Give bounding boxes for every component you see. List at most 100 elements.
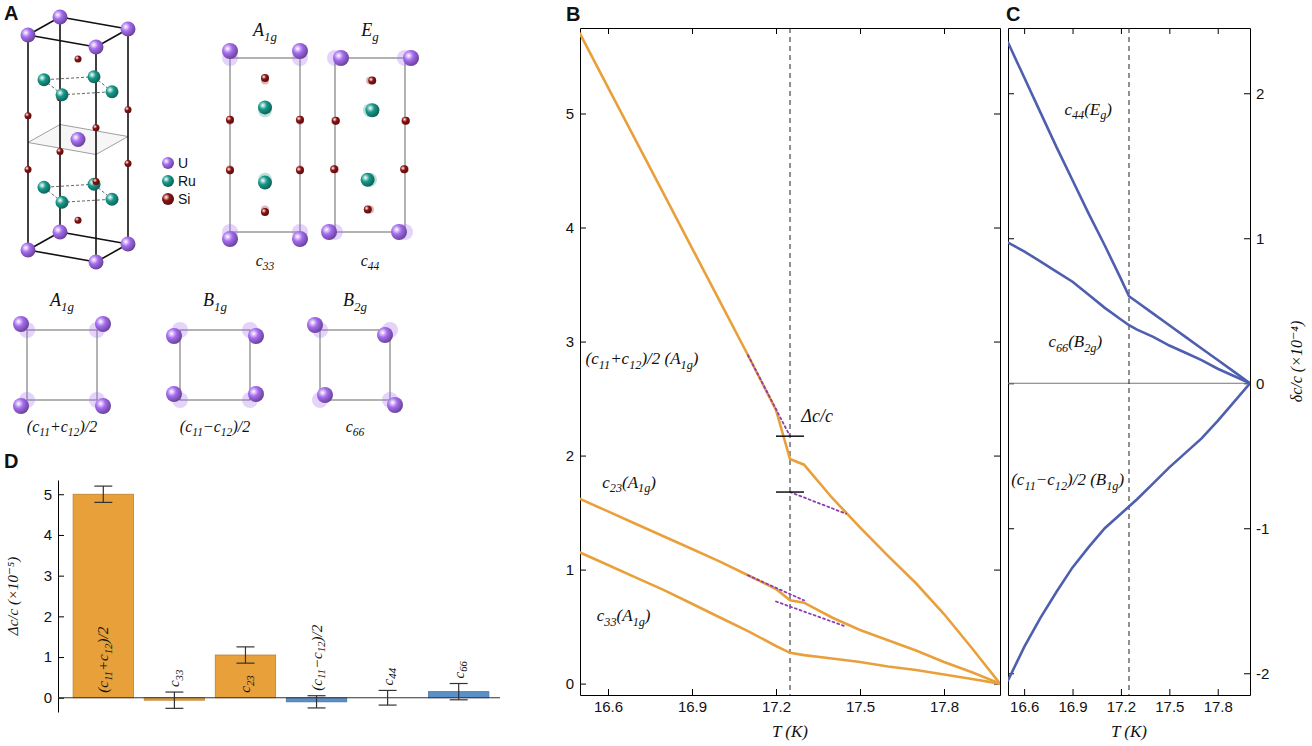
text-run: (E [1084,100,1101,119]
panel-letter: C [1006,3,1020,25]
error-bar [94,486,112,502]
tick [944,28,945,34]
figure: AURuSiA1gc33Egc44A1g(c11+c12)/2B1g(c11−c… [0,0,1312,746]
tick-mark [580,456,586,457]
mode-constant: (c11+c12)/2 [27,418,97,438]
tick-mark [1024,689,1025,695]
x-axis-title: T (K) [1111,722,1147,741]
tick [994,228,1000,229]
text-run: −c [1036,470,1055,489]
cell-edge [60,232,128,244]
tick: 2 [566,447,586,464]
subscript: 11 [102,671,114,681]
atom-ghost [331,117,339,125]
tick-label: 17.2 [1107,698,1136,715]
text-run: ) [1105,100,1112,119]
subscript: 2g [354,299,367,314]
atom [13,316,29,332]
atom [56,196,69,209]
text-run: +c [610,349,629,368]
tick-label: 1 [1256,230,1264,247]
tick-mark [1073,689,1074,695]
tick: 16.6 [1010,689,1039,715]
tick-mark [1008,238,1014,239]
text-run: )/2 [309,624,326,642]
tick: 16.6 [594,689,623,715]
subscript: 12 [102,643,114,654]
atom [38,181,51,194]
tick: 5 [566,105,586,122]
panel-0: 16.616.917.217.517.8012345Δc/c(c11+c12)/… [566,3,1001,741]
error-cap [379,704,397,705]
error-cap [236,646,254,647]
text-run: )/2 (A [640,349,681,368]
tick-mark [1169,689,1170,695]
atom [248,386,264,402]
atom [321,224,337,240]
tick-label: 2 [1256,85,1264,102]
atom [89,255,104,270]
tick-mark [1169,28,1170,34]
panel-letter: A [4,2,18,24]
text-run: Si [178,191,190,207]
atom [125,160,132,167]
error-stem [245,647,246,663]
fit-line [748,575,804,600]
text-run: B [343,290,354,310]
atom [88,70,101,83]
atom [13,398,29,414]
x-axis-title: T (K) [772,722,808,741]
atom [57,148,64,155]
atom [292,43,308,59]
text-run: (B [1068,332,1085,351]
mode-constant: c44 [361,252,380,272]
tick-mark [608,689,609,695]
text-run: (c [586,349,600,368]
tick [1073,28,1074,34]
atom [258,176,272,190]
tick: 5 [44,486,64,503]
panel-1: 16.616.917.217.517.8-2-1012c44(Eg)c66(B2… [1006,3,1306,741]
y-axis-title: Δc/c (×10⁻⁵) [5,557,22,636]
tick-label: 17.2 [762,698,791,715]
legend-label: U [178,155,188,171]
subscript: 33 [173,669,185,681]
atom [368,77,376,85]
atom [21,28,36,43]
tick: 2 [44,608,64,625]
y-axis-title: δc/c (×10⁻⁴) [1288,321,1306,403]
atom [361,173,375,187]
tick-label: 16.9 [1058,698,1087,715]
subscript: 1g [681,358,693,372]
subscript: 66 [457,660,469,671]
tick-label: 2 [566,447,574,464]
bond [62,199,112,202]
tick: 4 [566,219,586,236]
subscript: 12 [1055,479,1067,493]
text-run: Ru [178,173,196,189]
atom [25,166,32,173]
error-cap [379,690,397,691]
atom [106,193,119,206]
tick-label: 4 [566,219,574,236]
atom [400,165,408,173]
error-cap [308,707,326,708]
tick: 3 [566,333,586,350]
error-cap [94,486,112,487]
tick: 17.8 [1204,689,1233,715]
subscript: 44 [1072,108,1084,122]
text-run: c [361,252,368,269]
atom [166,386,182,402]
subscript: 33 [262,260,275,272]
atom [333,50,349,66]
atom [56,88,69,101]
atom [377,327,393,343]
tick-label: 1 [44,648,52,665]
text-run: δc/c (×10⁻⁴) [1288,321,1306,403]
tick-mark [1121,28,1122,34]
mode-symmetry: A1g [49,290,74,314]
text-run: E [360,20,372,40]
atom [330,165,338,173]
y-axis-left [1008,29,1014,696]
atom [25,112,32,119]
